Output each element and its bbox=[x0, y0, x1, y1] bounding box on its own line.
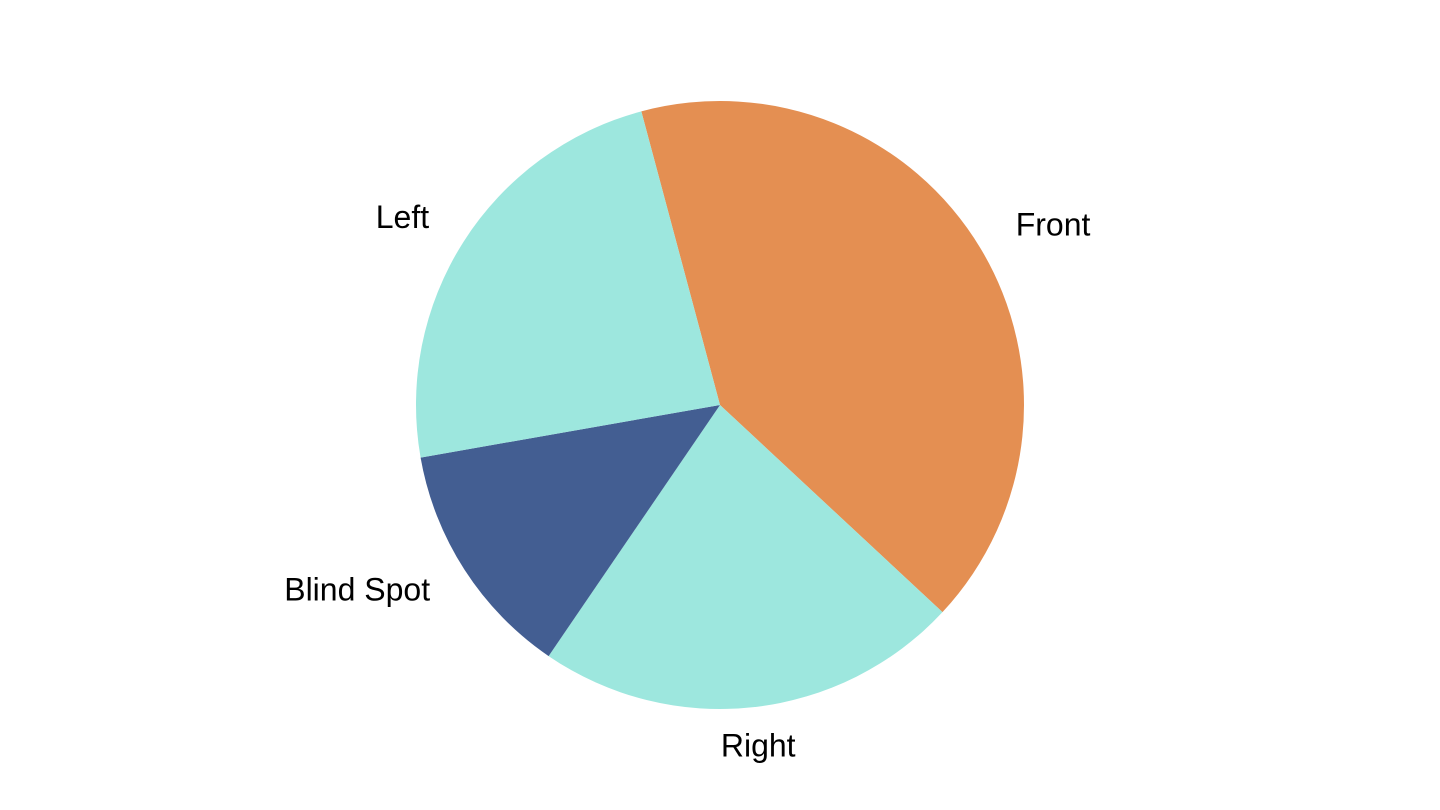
pie-label-left: Left bbox=[376, 199, 429, 235]
pie-slice-right bbox=[548, 405, 943, 709]
pie-slice-blind-spot bbox=[420, 405, 720, 657]
pie-label-right: Right bbox=[721, 727, 796, 763]
pie-label-front: Front bbox=[1016, 207, 1091, 243]
pie-label-blind-spot: Blind Spot bbox=[284, 571, 430, 607]
pie-slices bbox=[415, 101, 1025, 709]
pie-labels: Front Right Blind Spot Left bbox=[284, 199, 1090, 763]
pie-slice-front bbox=[641, 101, 1025, 613]
pie-slice-left bbox=[415, 111, 720, 458]
